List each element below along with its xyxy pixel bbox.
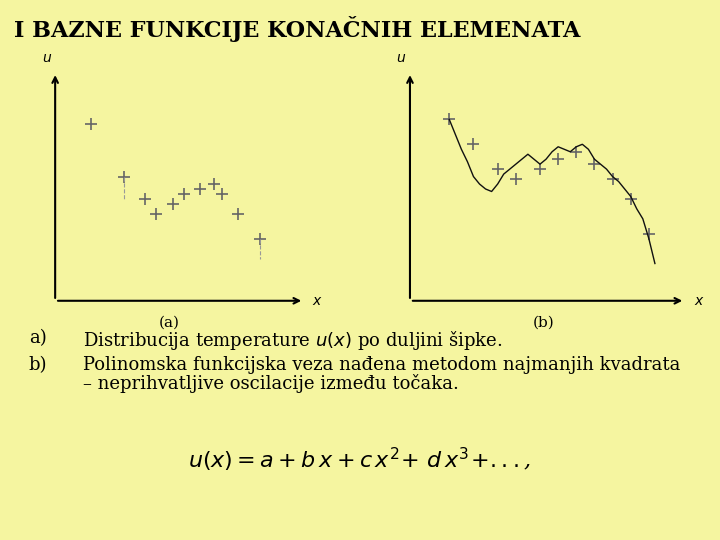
Text: (a): (a)	[158, 316, 180, 330]
Text: $\it{u}$: $\it{u}$	[42, 51, 52, 65]
Text: I BAZNE FUNKCIJE KONAČNIH ELEMENATA: I BAZNE FUNKCIJE KONAČNIH ELEMENATA	[14, 16, 581, 42]
Text: $\it{u}$: $\it{u}$	[396, 51, 406, 65]
Text: Polinomska funkcijska veza nađena metodom najmanjih kvadrata: Polinomska funkcijska veza nađena metodo…	[83, 356, 680, 374]
Text: $\it{x}$: $\it{x}$	[694, 294, 705, 308]
Text: – neprihvatljive oscilacije između točaka.: – neprihvatljive oscilacije između točak…	[83, 374, 459, 393]
Text: $\it{x}$: $\it{x}$	[312, 294, 323, 308]
Text: Distribucija temperature $u(x)$ po duljini šipke.: Distribucija temperature $u(x)$ po dulji…	[83, 329, 503, 353]
Text: a): a)	[29, 329, 47, 347]
Text: $u(x) = a + b\,x + c\,x^2\!+\,d\,x^3\!+\!...$,: $u(x) = a + b\,x + c\,x^2\!+\,d\,x^3\!+\…	[189, 446, 531, 474]
Text: b): b)	[29, 356, 48, 374]
Text: (b): (b)	[533, 316, 554, 330]
